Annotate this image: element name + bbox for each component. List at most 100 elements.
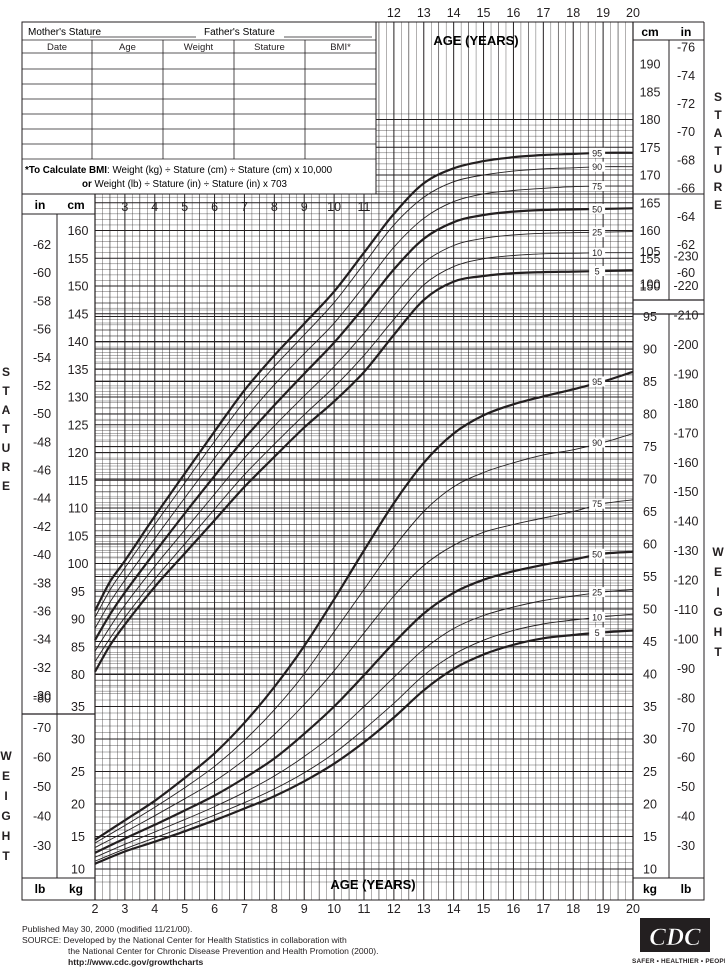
age-tick-top-17: 17 <box>536 6 550 20</box>
weight-kg-right-70: 70 <box>643 473 657 487</box>
age-tick-top-13: 13 <box>417 6 431 20</box>
left-stature-scale-panel <box>22 194 95 714</box>
weight-for-age-p95-curve <box>94 370 634 841</box>
weight-for-age-p50-curve <box>94 550 634 854</box>
weight-kg-right-85: 85 <box>643 375 657 389</box>
age-tick-mid-10: 10 <box>327 200 341 214</box>
stature-for-age-p25-curve <box>94 231 634 652</box>
stature-cm-left-145: 145 <box>68 307 89 321</box>
stature-right-letter-6: E <box>714 198 722 212</box>
stature-right-letter-3: T <box>714 144 722 158</box>
stature-cm-left-155: 155 <box>68 252 89 266</box>
stature-in-right-70: -70 <box>677 125 695 139</box>
weight-kg-left-20: 20 <box>71 798 85 812</box>
stature-in-left-48: -48 <box>33 435 51 449</box>
stature-in-left-54: -54 <box>33 351 51 365</box>
weight-lb-right-210: -210 <box>673 308 698 322</box>
weight-lb-left-60: -60 <box>33 751 51 765</box>
age-tick-bottom-3: 3 <box>121 902 128 916</box>
unit-lb-left: lb <box>35 882 46 896</box>
stature-for-age-p5-label-bg <box>589 266 606 277</box>
age-tick-top-19: 19 <box>596 6 610 20</box>
age-tick-bottom-14: 14 <box>447 902 461 916</box>
stature-cm-left-115: 115 <box>68 474 88 488</box>
cdc-logo: CDC SAFER • HEALTHIER • PEOPLE™ <box>632 918 725 970</box>
stature-cm-left-95: 95 <box>71 585 85 599</box>
bmi-note-line-1: *To Calculate BMI: Weight (kg) ÷ Stature… <box>25 165 333 176</box>
stature-for-age-p75-curve <box>94 185 634 629</box>
weight-right-letter-0: W <box>712 545 724 559</box>
weight-lb-left-50: -50 <box>33 780 51 794</box>
age-tick-bottom-19: 19 <box>596 902 610 916</box>
stature-cm-left-85: 85 <box>71 640 85 654</box>
stature-left-letter-2: A <box>2 403 11 417</box>
weight-right-letter-3: G <box>713 605 722 619</box>
tick-labels: 2334455667788991010111112121313141415151… <box>33 6 699 916</box>
stature-in-left-44: -44 <box>33 492 51 506</box>
weight-kg-right-45: 45 <box>643 635 657 649</box>
stature-cm-right-160: 160 <box>640 224 661 238</box>
stature-for-age-p95-curve <box>94 151 634 612</box>
mother-stature-label: Mother's Stature <box>28 27 101 38</box>
weight-kg-right-60: 60 <box>643 538 657 552</box>
stature-for-age-p95-label-bg <box>589 147 606 158</box>
weight-for-age-p25-label: 25 <box>592 588 602 598</box>
footer: Published May 30, 2000 (modified 11/21/0… <box>22 924 379 968</box>
stature-in-left-46: -46 <box>33 464 51 478</box>
stature-for-age-p25-label-bg <box>589 227 606 238</box>
age-tick-bottom-20: 20 <box>626 902 640 916</box>
form-header-stature: Stature <box>254 42 285 53</box>
age-tick-top-12: 12 <box>387 6 401 20</box>
weight-for-age-p10-label: 10 <box>592 612 602 622</box>
age-tick-mid-9: 9 <box>301 200 308 214</box>
stature-in-left-58: -58 <box>33 294 51 308</box>
weight-lb-right-120: -120 <box>673 574 698 588</box>
stature-for-age-p75-label-bg <box>589 181 606 192</box>
weight-kg-right-20: 20 <box>643 798 657 812</box>
stature-right-letter-2: A <box>714 126 723 140</box>
stature-for-age-p50-curve <box>94 207 634 641</box>
source-line-2: the National Center for Chronic Disease … <box>68 946 379 956</box>
source-url[interactable]: http://www.cdc.gov/growthcharts <box>68 957 204 967</box>
weight-kg-right-75: 75 <box>643 440 657 454</box>
stature-for-age-p75-label: 75 <box>592 182 602 192</box>
stature-in-right-68: -68 <box>677 153 695 167</box>
stature-in-left-42: -42 <box>33 520 51 534</box>
stature-right-letter-0: S <box>714 90 722 104</box>
stature-for-age-p50-label: 50 <box>592 204 602 214</box>
stature-for-age-p5-label: 5 <box>595 267 600 277</box>
stature-cm-right-180: 180 <box>640 113 661 127</box>
weight-kg-left-10: 10 <box>71 863 85 877</box>
stature-in-right-64: -64 <box>677 210 695 224</box>
stature-in-left-56: -56 <box>33 323 51 337</box>
growth-chart: Mother's Stature Father's Stature Date Ag… <box>0 6 724 916</box>
weight-kg-right-55: 55 <box>643 570 657 584</box>
weight-for-age-p5-label-bg <box>589 627 606 638</box>
weight-lb-right-60: -60 <box>677 751 695 765</box>
weight-lb-right-100: -100 <box>673 633 698 647</box>
weight-lb-right-140: -140 <box>673 515 698 529</box>
weight-kg-right-105: 105 <box>640 245 661 259</box>
unit-kg-left: kg <box>69 882 83 896</box>
unit-lb-right: lb <box>681 882 692 896</box>
weight-kg-right-65: 65 <box>643 505 657 519</box>
weight-lb-left-30: -30 <box>33 839 51 853</box>
stature-for-age-p90-label: 90 <box>592 162 602 172</box>
weight-left-letter-4: H <box>2 829 11 843</box>
stature-right-letter-4: U <box>714 162 723 176</box>
stature-cm-left-160: 160 <box>68 224 89 238</box>
source-line-1: SOURCE: Developed by the National Center… <box>22 935 347 945</box>
stature-in-right-72: -72 <box>677 97 695 111</box>
age-tick-bottom-12: 12 <box>387 902 401 916</box>
age-tick-mid-4: 4 <box>151 200 158 214</box>
age-tick-bottom-16: 16 <box>506 902 520 916</box>
form-header-age: Age <box>119 42 136 53</box>
age-tick-bottom-11: 11 <box>358 902 371 916</box>
weight-kg-right-30: 30 <box>643 733 657 747</box>
age-years-top: AGE (YEARS) <box>433 33 518 48</box>
bmi-note-bold: *To Calculate BMI <box>25 165 107 176</box>
stature-in-left-30: -30 <box>33 689 51 703</box>
weight-lb-right-230: -230 <box>673 249 698 263</box>
age-tick-top-18: 18 <box>566 6 580 20</box>
stature-cm-left-100: 100 <box>68 557 89 571</box>
